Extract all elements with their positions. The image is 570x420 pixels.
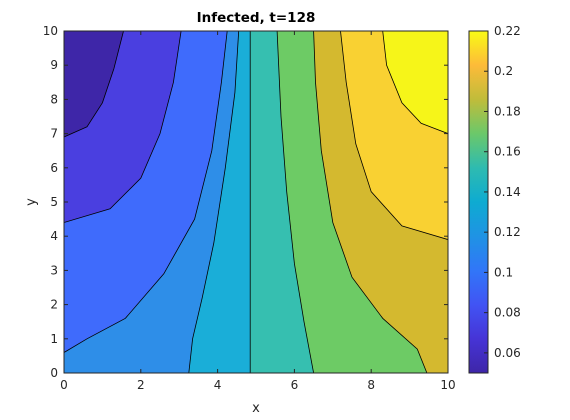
contour-line: [340, 31, 448, 240]
y-tick-label: 8: [50, 92, 58, 106]
colorbar-frame: [468, 30, 489, 374]
colorbar-tick-label: 0.1: [494, 265, 513, 279]
contour-band: [313, 31, 448, 373]
contour-band: [250, 31, 314, 373]
y-tick-label: 1: [50, 332, 58, 346]
colorbar-tick-label: 0.22: [494, 24, 521, 38]
colorbar: 0.06 0.08 0.1 0.12 0.14 0.16 0.18 0.2 0.22: [468, 24, 521, 374]
contour-band: [64, 31, 182, 223]
colorbar-tick-label: 0.08: [494, 306, 521, 320]
x-tick-label: 0: [60, 378, 68, 392]
contour-line: [276, 31, 314, 373]
contour-line: [188, 31, 240, 373]
colorbar-tick-label: 0.18: [494, 104, 521, 118]
contour-band: [64, 31, 124, 138]
y-tick-label: 5: [50, 195, 58, 209]
x-tick-label: 4: [214, 378, 222, 392]
y-axis-label: y: [24, 198, 39, 206]
y-tick-label: 3: [50, 263, 58, 277]
contour-line: [382, 31, 448, 134]
contour-band: [382, 31, 448, 134]
contour-band: [188, 31, 251, 373]
contour-band: [340, 31, 448, 240]
chart-title: Infected, t=128: [197, 10, 316, 26]
contour-line: [313, 31, 428, 373]
x-axis-label: x: [252, 401, 260, 416]
colorbar-tick-label: 0.2: [494, 64, 513, 78]
y-tick-label: 10: [43, 24, 58, 38]
y-tick-label: 6: [50, 161, 58, 175]
colorbar-tick-label: 0.06: [494, 346, 521, 360]
colorbar-tick-label: 0.16: [494, 145, 521, 159]
axes: 0 2 4 6 8 10 0 1 2 3 4 5 6 7 8 9 10: [43, 24, 456, 392]
contour-band: [64, 31, 239, 373]
colorbar-tick-label: 0.14: [494, 185, 521, 199]
contour-band: [277, 31, 427, 373]
plot-area: [64, 31, 448, 373]
x-tick-label: 2: [137, 378, 145, 392]
contour-band: [64, 31, 228, 353]
y-tick-label: 7: [50, 127, 58, 141]
x-tick-label: 10: [440, 378, 455, 392]
y-tick-label: 4: [50, 229, 58, 243]
contour-line: [64, 31, 182, 223]
contour-line: [64, 31, 124, 138]
colorbar-tick-label: 0.12: [494, 225, 521, 239]
contour-line: [64, 31, 228, 353]
y-tick-label: 0: [50, 366, 58, 380]
colorbar-gradient: [469, 31, 488, 373]
y-tick-label: 2: [50, 298, 58, 312]
y-tick-label: 9: [50, 58, 58, 72]
x-tick-label: 8: [367, 378, 375, 392]
x-tick-label: 6: [291, 378, 299, 392]
